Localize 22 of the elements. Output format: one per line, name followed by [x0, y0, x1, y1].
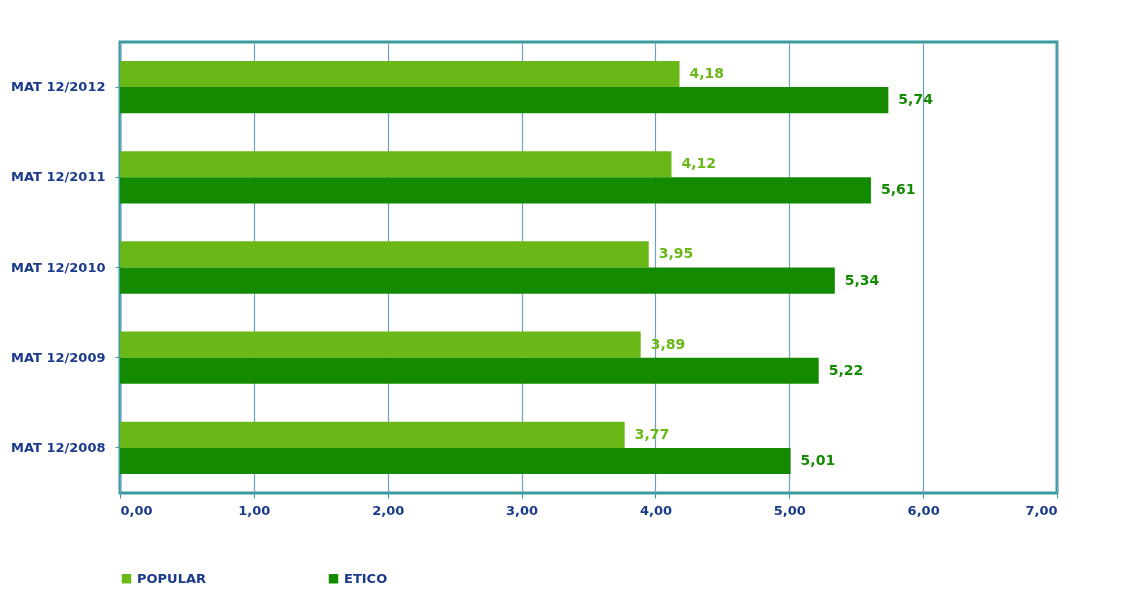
legend-label: POPULAR — [137, 570, 207, 586]
y-tick-label: MAT 12/2010 — [11, 259, 106, 275]
x-tick-label: 6,00 — [907, 502, 940, 518]
data-label: 4,18 — [689, 65, 725, 82]
x-tick-label: 0,00 — [120, 502, 153, 518]
data-label: 5,34 — [844, 271, 880, 288]
y-tick-label: MAT 12/2012 — [11, 79, 106, 95]
y-tick-label: MAT 12/2008 — [11, 439, 106, 455]
x-tick-label: 5,00 — [773, 502, 806, 518]
data-label: 5,01 — [800, 451, 836, 468]
y-tick-label: MAT 12/2011 — [11, 169, 106, 185]
data-label: 3,95 — [658, 245, 694, 262]
x-tick-label: 3,00 — [506, 502, 539, 518]
x-tick-label: 1,00 — [238, 502, 271, 518]
data-label: 5,22 — [828, 361, 864, 378]
y-tick-label: MAT 12/2009 — [11, 349, 106, 365]
x-tick-label: 4,00 — [639, 502, 672, 518]
legend-label: ETICO — [344, 570, 388, 586]
data-label: 5,61 — [880, 181, 916, 198]
x-tick-label: 7,00 — [1025, 502, 1058, 518]
x-tick-label: 2,00 — [372, 502, 405, 518]
data-label: 4,12 — [681, 155, 717, 172]
